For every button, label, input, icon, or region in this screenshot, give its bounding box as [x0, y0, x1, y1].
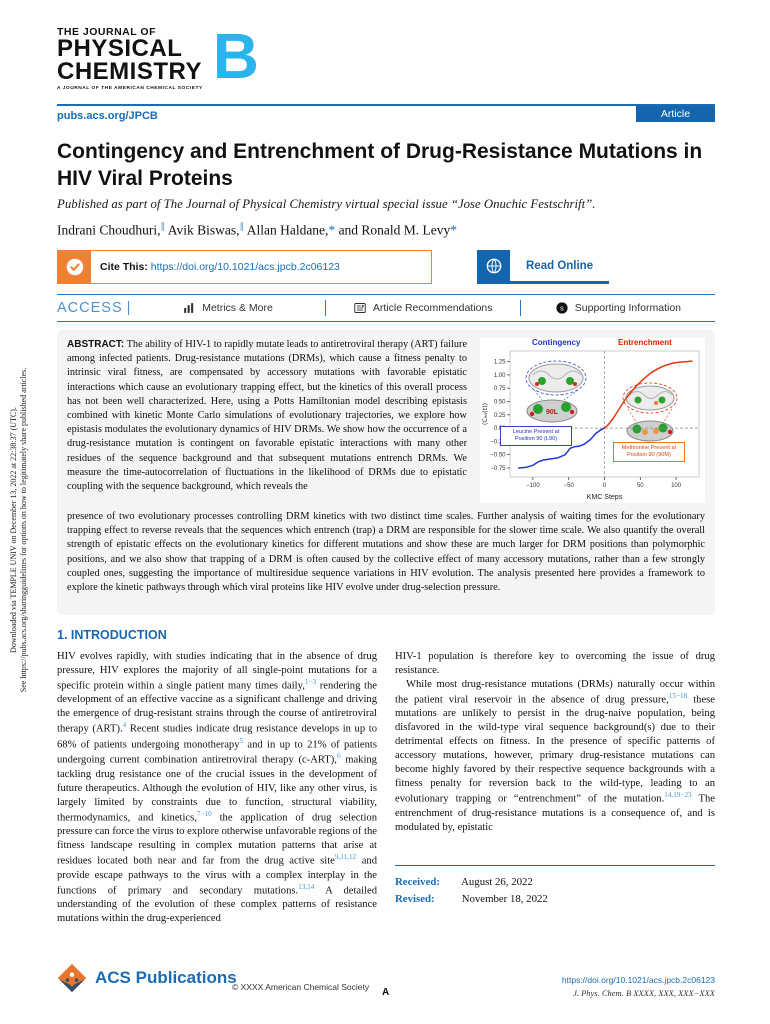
supporting-information-link[interactable]: s Supporting Information: [521, 301, 715, 315]
access-link[interactable]: ACCESS: [57, 300, 123, 316]
svg-text:0.50: 0.50: [494, 400, 506, 406]
access-bar: ACCESS | Metrics & More Article Recommen…: [57, 294, 715, 322]
revised-label: Revised:: [395, 892, 435, 905]
abstract-text-bottom: presence of two evolutionary processes c…: [67, 511, 705, 594]
acs-publications-label: ACS Publications: [95, 968, 237, 987]
acs-publications-logo[interactable]: ACS Publications: [57, 963, 237, 993]
revised-date: November 18, 2022: [461, 892, 548, 905]
footer-journal-citation: J. Phys. Chem. B XXXX, XXX, XXX−XXX: [573, 987, 715, 998]
abstract-body-left: The ability of HIV-1 to rapidly mutate l…: [67, 339, 468, 493]
svg-text:KMC Steps: KMC Steps: [587, 494, 623, 501]
section-heading-introduction: 1. INTRODUCTION: [57, 628, 167, 642]
received-date: August 26, 2022: [461, 875, 533, 888]
journal-logo: THE JOURNAL OF PHYSICAL CHEMISTRY A JOUR…: [57, 20, 317, 92]
bar-chart-icon: [184, 303, 194, 313]
download-watermark-line2: See https://pubs.acs.org/sharingguidelin…: [19, 367, 29, 693]
access-divider: [324, 300, 326, 316]
page-title: Contingency and Entrenchment of Drug-Res…: [57, 140, 703, 190]
svg-text:1.25: 1.25: [494, 360, 506, 366]
svg-text:0.00: 0.00: [494, 426, 506, 432]
copyright-note: © XXXX American Chemical Society: [232, 982, 370, 992]
svg-text:50: 50: [637, 483, 644, 489]
article-type-badge: Article: [636, 106, 715, 122]
recommendations-label: Article Recommendations: [372, 302, 493, 314]
recommendations-icon: [354, 302, 366, 314]
page-number: A: [382, 987, 390, 998]
abstract-text-left: ABSTRACT: The ability of HIV-1 to rapidl…: [67, 338, 467, 503]
svg-text:0.75: 0.75: [494, 386, 506, 392]
chart-phase-label-contingency: Contingency: [532, 338, 581, 347]
chart-annotation-methionine: Methionine Present at Position 90 (90M): [613, 442, 685, 462]
received-label: Received:: [395, 875, 440, 888]
footer-citation-block: https://doi.org/10.1021/acs.jpcb.2c06123…: [562, 974, 715, 1000]
svg-text:−0.50: −0.50: [490, 453, 506, 459]
chart-annotation-leucine: Leucine Present at Position 90 (L90): [500, 426, 572, 446]
cite-this-box: Cite This: https://doi.org/10.1021/acs.j…: [57, 250, 432, 284]
journal-logo-line3: CHEMISTRY: [57, 57, 202, 85]
svg-text:100: 100: [671, 483, 682, 489]
supporting-info-icon: s: [556, 302, 568, 314]
protein-structure-contingency: [525, 360, 587, 401]
access-divider: [519, 300, 521, 316]
chart-phase-label-entrenchment: Entrenchment: [618, 338, 672, 347]
doi-link[interactable]: https://doi.org/10.1021/acs.jpcb.2c06123: [150, 261, 340, 273]
metrics-and-more-link[interactable]: Metrics & More: [130, 301, 324, 315]
protein-zoom-entrenchment: [626, 420, 674, 442]
svg-text:1.00: 1.00: [494, 373, 506, 379]
svg-text:−0.25: −0.25: [490, 439, 506, 445]
journal-logo-text: THE JOURNAL OF PHYSICAL CHEMISTRY A JOUR…: [57, 26, 203, 91]
intro-paragraph-2: While most drug-resistance mutations (DR…: [395, 678, 715, 833]
journal-logo-line1: THE JOURNAL OF: [57, 26, 156, 38]
protein-structure-entrenchment: [622, 382, 678, 424]
footer-doi-link[interactable]: https://doi.org/10.1021/acs.jpcb.2c06123: [561, 975, 715, 985]
special-issue-note: Published as part of The Journal of Phys…: [57, 197, 596, 211]
svg-text:0.25: 0.25: [494, 413, 506, 419]
download-watermark-line1: Downloaded via TEMPLE UNIV on December 1…: [9, 407, 18, 653]
body-column-left: HIV evolves rapidly, with studies indica…: [57, 650, 377, 926]
read-online-globe-icon: [477, 250, 510, 281]
svg-text:⟨C₉₀(t)⟩: ⟨C₉₀(t)⟩: [481, 403, 489, 425]
citation-bar: Cite This: https://doi.org/10.1021/acs.j…: [57, 250, 715, 284]
svg-text:−0.75: −0.75: [490, 466, 506, 472]
supporting-label: Supporting Information: [574, 302, 681, 314]
read-online-label: Read Online: [510, 250, 610, 281]
header-rule: [57, 104, 715, 106]
body-column-right: HIV-1 population is therefore key to ove…: [395, 650, 715, 926]
journal-letter-b: B: [212, 20, 259, 92]
journal-logo-line2: PHYSICAL: [57, 35, 183, 62]
body-columns: HIV evolves rapidly, with studies indica…: [57, 650, 715, 926]
cite-check-icon: [58, 250, 91, 284]
intro-paragraph-1-continued: HIV-1 population is therefore key to ove…: [395, 651, 715, 676]
journal-logo-tagline: A JOURNAL OF THE AMERICAN CHEMICAL SOCIE…: [57, 85, 203, 91]
cite-this-text: Cite This: https://doi.org/10.1021/acs.j…: [91, 261, 340, 273]
read-online-button[interactable]: Read Online: [477, 250, 610, 284]
protein-zoom-contingency: [526, 399, 578, 423]
abstract-label: ABSTRACT:: [67, 339, 125, 350]
svg-text:−100: −100: [526, 483, 540, 489]
intro-paragraph-1: HIV evolves rapidly, with studies indica…: [57, 651, 378, 925]
author-list: Indrani Choudhuri,∥ Avik Biswas,∥ Allan …: [57, 221, 458, 238]
svg-text:0: 0: [603, 483, 607, 489]
svg-text:−50: −50: [564, 483, 575, 489]
article-recommendations-link[interactable]: Article Recommendations: [326, 301, 520, 315]
abstract-section: ABSTRACT: The ability of HIV-1 to rapidl…: [57, 330, 715, 615]
journal-site-link[interactable]: pubs.acs.org/JPCB: [57, 110, 158, 122]
svg-text:s: s: [560, 304, 564, 313]
graphical-abstract-figure: −100 −50 0 50 100 −0.75 −0.50 −0.25 0.00 0.25 0.50…: [480, 338, 705, 503]
acs-diamond-icon: [57, 963, 87, 993]
access-pipe: |: [126, 300, 131, 316]
svg-text:90L: 90L: [546, 409, 559, 416]
cite-this-label: Cite This:: [100, 261, 148, 273]
metrics-label: Metrics & More: [202, 302, 273, 314]
download-watermark: Downloaded via TEMPLE UNIV on December 1…: [9, 315, 31, 745]
graphical-abstract-chart: −100 −50 0 50 100 −0.75 −0.50 −0.25 0.00 0.25 0.50…: [480, 338, 705, 503]
article-history-box: Received: August 26, 2022 Revised: Novem…: [395, 864, 715, 907]
